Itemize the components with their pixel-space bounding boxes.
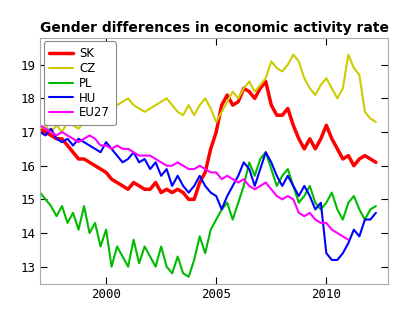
CZ — [291, 53, 296, 56]
SK — [247, 90, 252, 94]
CZ — [38, 127, 42, 130]
CZ — [247, 80, 252, 83]
Line: SK: SK — [40, 82, 376, 199]
CZ — [131, 103, 136, 107]
HU — [71, 144, 76, 147]
CZ — [49, 130, 54, 134]
SK — [38, 127, 42, 130]
PL — [247, 160, 252, 164]
SK — [374, 160, 378, 164]
PL — [208, 228, 213, 232]
EU27 — [54, 134, 59, 137]
Line: EU27: EU27 — [40, 125, 348, 240]
PL — [340, 218, 345, 221]
HU — [340, 251, 345, 255]
EU27 — [49, 130, 54, 134]
PL — [104, 228, 108, 232]
CZ — [109, 96, 114, 100]
PL — [65, 221, 70, 225]
PL — [374, 204, 378, 208]
PL — [263, 150, 268, 154]
Line: HU: HU — [40, 129, 376, 260]
SK — [208, 147, 213, 151]
HU — [374, 211, 378, 215]
CZ — [374, 120, 378, 124]
EU27 — [346, 238, 351, 242]
EU27 — [38, 123, 42, 127]
Line: CZ: CZ — [40, 54, 376, 132]
EU27 — [120, 147, 125, 151]
HU — [208, 191, 213, 195]
CZ — [340, 86, 345, 90]
HU — [109, 147, 114, 151]
SK — [340, 157, 345, 161]
SK — [186, 198, 191, 201]
SK — [104, 170, 108, 174]
Line: PL: PL — [40, 152, 376, 277]
HU — [247, 167, 252, 171]
EU27 — [170, 164, 174, 168]
SK — [263, 80, 268, 83]
CZ — [71, 123, 76, 127]
PL — [38, 191, 42, 195]
HU — [49, 127, 54, 130]
PL — [186, 275, 191, 279]
Legend: SK, CZ, PL, HU, EU27: SK, CZ, PL, HU, EU27 — [44, 41, 116, 125]
SK — [65, 144, 70, 147]
EU27 — [247, 184, 252, 188]
Title: Gender differences in economic activity rate: Gender differences in economic activity … — [40, 21, 388, 35]
HU — [131, 150, 136, 154]
PL — [126, 265, 130, 269]
HU — [38, 130, 42, 134]
SK — [126, 187, 130, 191]
EU27 — [252, 187, 257, 191]
CZ — [208, 106, 213, 110]
HU — [330, 258, 334, 262]
